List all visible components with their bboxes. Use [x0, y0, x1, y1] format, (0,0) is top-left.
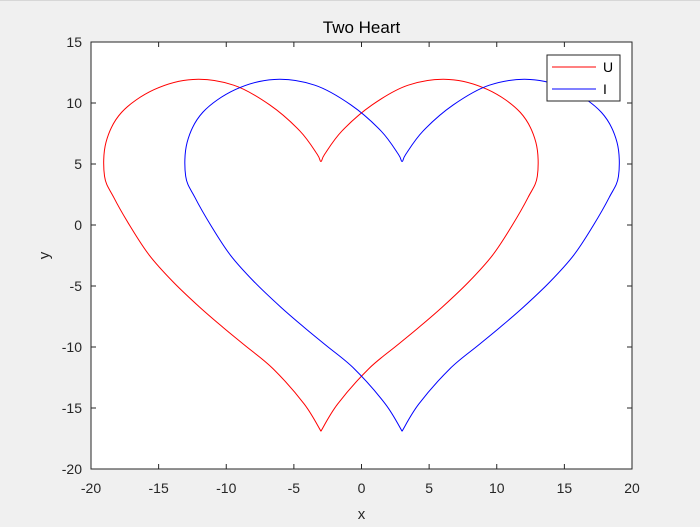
y-tick-label: -5 — [70, 278, 83, 294]
y-tick-label: 15 — [66, 34, 82, 50]
y-axis-label: y — [36, 251, 53, 259]
x-tick-label: 15 — [557, 480, 573, 496]
x-tick-label: -10 — [216, 480, 236, 496]
chart-title: Two Heart — [323, 18, 401, 37]
tick-layer: -20 -15 -10 -5 0 5 10 15 20 -20 -15 -10 -5 0 5 10 15 — [62, 34, 640, 496]
x-tick-label: 5 — [425, 480, 433, 496]
y-tick-label: 0 — [74, 217, 82, 233]
plot-area — [91, 42, 632, 469]
y-tick-label: 5 — [74, 156, 82, 172]
series-layer — [103, 78, 620, 432]
x-tick-label: -15 — [149, 480, 169, 496]
legend[interactable]: U I — [546, 54, 621, 102]
x-tick-label: 20 — [624, 480, 640, 496]
x-tick-label: 10 — [489, 480, 505, 496]
legend-label-u: U — [603, 59, 613, 75]
x-tick-label: -5 — [288, 480, 301, 496]
x-axis-label: x — [358, 506, 366, 523]
y-tick-label: -15 — [62, 400, 82, 416]
y-tick-label: -20 — [62, 461, 82, 477]
y-tick-label: 10 — [66, 95, 82, 111]
legend-box — [546, 54, 621, 102]
x-tick-label: 0 — [358, 480, 366, 496]
y-tick-label: -10 — [62, 339, 82, 355]
series-line-u — [103, 78, 539, 432]
series-line-i — [184, 78, 620, 432]
x-tick-label: -20 — [81, 480, 101, 496]
legend-label-i: I — [603, 81, 607, 97]
